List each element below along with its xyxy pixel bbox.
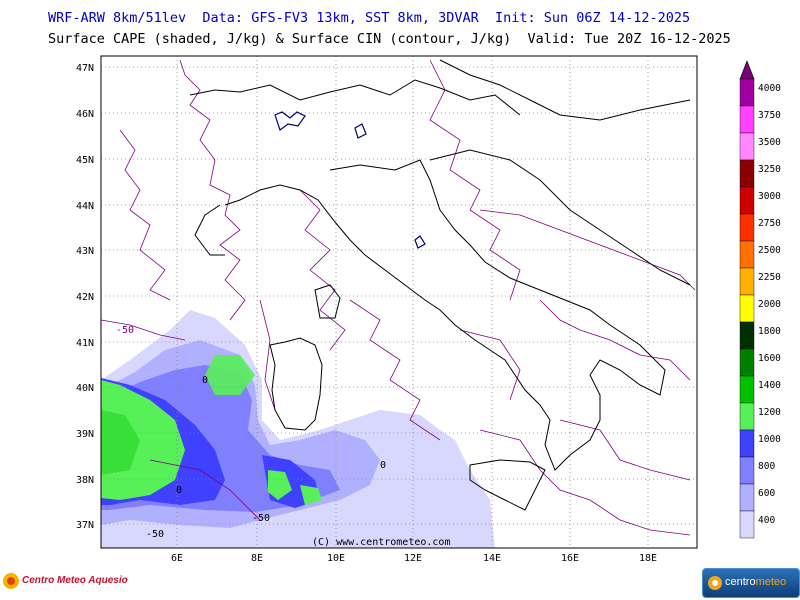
colorbar-swatch — [739, 483, 755, 512]
lon-label: 12E — [404, 553, 422, 564]
cin-label: 0 — [176, 485, 182, 496]
colorbar-level-label: 1200 — [758, 407, 781, 418]
colorbar-level-label: 400 — [758, 515, 775, 526]
lat-label: 45N — [76, 155, 94, 166]
header-title-line2: Surface CAPE (shaded, J/kg) & Surface CI… — [48, 31, 731, 47]
lon-label: 6E — [171, 553, 183, 564]
colorbar-level-label: 1400 — [758, 380, 781, 391]
lon-label: 18E — [639, 553, 657, 564]
colorbar-swatch — [739, 159, 755, 188]
centrometeo-logo: centrometeo — [702, 568, 800, 598]
colorbar-level-label: 3500 — [758, 137, 781, 148]
cin-label: -50 — [146, 529, 164, 540]
globe-logo-icon — [708, 576, 722, 590]
centro-meteo-aquesio-logo: Centro Meteo Aquesio — [2, 568, 132, 594]
colorbar-level-label: 4000 — [758, 83, 781, 94]
colorbar-swatch — [739, 456, 755, 485]
colorbar-level-label: 2750 — [758, 218, 781, 229]
left-logo-text: Centro Meteo Aquesio — [22, 575, 128, 586]
lon-label: 10E — [327, 553, 345, 564]
lon-label: 14E — [483, 553, 501, 564]
lat-label: 42N — [76, 292, 94, 303]
colorbar-swatch — [739, 375, 755, 404]
lat-label: 39N — [76, 429, 94, 440]
cin-label: 0 — [202, 375, 208, 386]
colorbar-swatch — [739, 267, 755, 296]
colorbar-swatch — [739, 429, 755, 458]
lat-label: 40N — [76, 383, 94, 394]
lat-label: 41N — [76, 338, 94, 349]
colorbar-swatch — [739, 132, 755, 161]
colorbar-top-arrow — [739, 60, 755, 80]
colorbar-level-label: 3250 — [758, 164, 781, 175]
lat-label: 37N — [76, 520, 94, 531]
colorbar-swatch — [739, 240, 755, 269]
lat-label: 44N — [76, 201, 94, 212]
cape-shading — [101, 310, 495, 548]
colorbar-level-label: 1800 — [758, 326, 781, 337]
colorbar-swatch — [739, 402, 755, 431]
cin-label: -50 — [116, 325, 134, 336]
lat-label: 47N — [76, 63, 94, 74]
lat-label: 43N — [76, 246, 94, 257]
right-logo-text-b: meteo — [755, 576, 787, 588]
sun-logo-icon — [3, 573, 19, 589]
graticule — [101, 56, 697, 548]
cin-label: 0 — [380, 460, 386, 471]
colorbar-level-label: 2000 — [758, 299, 781, 310]
colorbar-level-label: 3000 — [758, 191, 781, 202]
cin-contours — [100, 59, 696, 536]
colorbar-swatch — [739, 348, 755, 377]
colorbar-swatch — [739, 105, 755, 134]
colorbar-level-label: 800 — [758, 461, 775, 472]
lon-label: 16E — [561, 553, 579, 564]
colorbar-swatch — [739, 294, 755, 323]
cape-colorbar: 4000 3750 3500 3250 3000 2750 2500 2250 2000 1800… — [739, 60, 781, 539]
lat-label: 38N — [76, 475, 94, 486]
longitude-axis: 6E 8E 10E 12E 14E 16E 18E — [171, 553, 657, 564]
colorbar-level-label: 2500 — [758, 245, 781, 256]
colorbar-level-label: 600 — [758, 488, 775, 499]
colorbar-swatch — [739, 510, 755, 539]
colorbar-swatch — [739, 321, 755, 350]
colorbar-swatch — [739, 78, 755, 107]
colorbar-level-label: 1600 — [758, 353, 781, 364]
colorbar-level-label: 2250 — [758, 272, 781, 283]
cin-label: -50 — [252, 513, 270, 524]
colorbar-level-label: 1000 — [758, 434, 781, 445]
map-frame — [100, 55, 698, 549]
map-credit: (C) www.centrometeo.com — [312, 537, 450, 548]
latitude-axis: 47N 46N 45N 44N 43N 42N 41N 40N 39N 38N … — [76, 63, 94, 531]
colorbar-level-label: 3750 — [758, 110, 781, 121]
colorbar-swatch — [739, 213, 755, 242]
coastline — [189, 59, 691, 511]
lat-label: 46N — [76, 109, 94, 120]
right-logo-text-a: centro — [725, 576, 756, 588]
colorbar-swatch — [739, 186, 755, 215]
header-title-line1: WRF-ARW 8km/51lev Data: GFS-FV3 13km, SS… — [48, 10, 691, 26]
lakes — [274, 111, 426, 249]
lon-label: 8E — [251, 553, 263, 564]
